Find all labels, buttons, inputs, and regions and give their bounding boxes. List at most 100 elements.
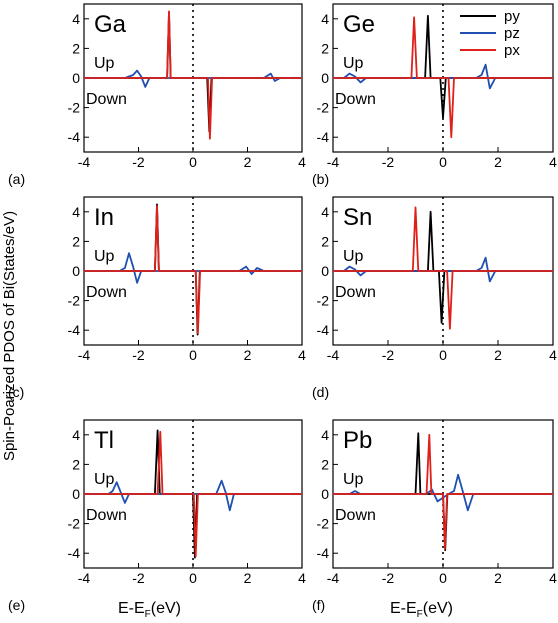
element-label: Ga <box>94 11 127 38</box>
panel-ga: -4 -2 0 2 4 -4 -2 0 2 4 Ga Up Down (a) <box>8 3 306 187</box>
down-label: Down <box>86 284 127 301</box>
x-tick-label: -4 <box>327 154 340 170</box>
x-tick-label: -2 <box>132 154 145 170</box>
panel-letter: (d) <box>312 384 329 400</box>
svg-text:E-EF(eV): E-EF(eV) <box>390 600 453 620</box>
x-tick-label: -4 <box>327 347 340 363</box>
panel-letter: (c) <box>8 384 24 400</box>
element-label: In <box>94 204 114 231</box>
y-tick-label: -2 <box>317 100 330 116</box>
y-tick-label: 4 <box>321 427 329 443</box>
panel-tl: -4 -2 0 2 4 -4 -2 0 2 4 Tl Up Down (e) <box>8 419 306 613</box>
x-tick-label: 4 <box>298 347 306 363</box>
x-tick-label: -2 <box>382 347 395 363</box>
y-tick-label: -4 <box>317 129 330 145</box>
down-label: Down <box>86 91 127 108</box>
series-px-line <box>333 433 553 550</box>
x-tick-label: 4 <box>549 154 557 170</box>
x-tick-label: 2 <box>244 154 252 170</box>
element-label: Ge <box>343 11 375 38</box>
panel-ge: -4 -2 0 2 4 -4 -2 0 2 4 Ge Up Down (b) <box>312 3 557 187</box>
down-label: Down <box>335 284 376 301</box>
y-tick-label: 0 <box>72 70 80 86</box>
y-tick-label: -4 <box>68 545 81 561</box>
x-axis-label-main: E-E <box>118 600 145 617</box>
x-tick-label: 0 <box>439 570 447 586</box>
y-tick-label: 4 <box>321 204 329 220</box>
x-tick-label: 0 <box>189 570 197 586</box>
y-tick-label: 4 <box>72 11 80 27</box>
x-tick-label: -2 <box>132 570 145 586</box>
y-tick-label: 0 <box>72 263 80 279</box>
up-label: Up <box>94 55 115 72</box>
y-tick-label: -4 <box>68 129 81 145</box>
y-tick-label: -2 <box>317 293 330 309</box>
element-label: Sn <box>343 204 372 231</box>
panel-in: -4 -2 0 2 4 -4 -2 0 2 4 In Up Down (c) <box>8 196 306 400</box>
y-tick-label: -4 <box>317 322 330 338</box>
y-tick-label: -2 <box>68 293 81 309</box>
y-tick-label: -4 <box>317 545 330 561</box>
x-tick-label: 4 <box>298 154 306 170</box>
y-tick-label: 0 <box>72 486 80 502</box>
panel-letter: (e) <box>8 597 25 613</box>
x-axis-label-unit: (eV) <box>151 600 181 617</box>
legend-label-px: px <box>504 42 520 59</box>
y-tick-label: -2 <box>317 516 330 532</box>
x-tick-label: 2 <box>244 347 252 363</box>
x-axis-label-sub: F <box>417 609 423 620</box>
series-px-line <box>333 206 553 330</box>
y-tick-label: -4 <box>68 322 81 338</box>
x-tick-label: 2 <box>494 347 502 363</box>
series-px-line <box>84 10 302 140</box>
y-tick-label: 2 <box>72 233 80 249</box>
y-tick-label: -2 <box>68 516 81 532</box>
x-tick-label: -4 <box>78 347 91 363</box>
up-label: Up <box>343 248 364 265</box>
series-px-line <box>84 430 302 558</box>
x-tick-label: 2 <box>494 154 502 170</box>
x-tick-label: -2 <box>382 570 395 586</box>
y-tick-label: 2 <box>321 233 329 249</box>
x-tick-label: 2 <box>494 570 502 586</box>
x-tick-label: -4 <box>78 570 91 586</box>
up-label: Up <box>94 248 115 265</box>
y-axis-label: Spin-Poarized PDOS of Bi(States/eV) <box>1 211 18 461</box>
panel-letter: (b) <box>312 171 329 187</box>
x-tick-label: 0 <box>439 347 447 363</box>
element-label: Tl <box>94 427 114 454</box>
x-tick-label: 4 <box>298 570 306 586</box>
element-label: Pb <box>343 427 372 454</box>
x-axis-label-left: E-EF(eV) <box>118 600 181 620</box>
up-label: Up <box>343 471 364 488</box>
x-axis-label-unit: (eV) <box>423 600 453 617</box>
x-tick-label: 0 <box>189 154 197 170</box>
series-px-line <box>333 16 553 139</box>
y-tick-label: 2 <box>321 40 329 56</box>
x-tick-label: 4 <box>549 347 557 363</box>
x-tick-label: -4 <box>78 154 91 170</box>
x-axis-label-main: E-E <box>390 600 417 617</box>
x-axis-label-right: E-EF(eV) <box>390 600 453 620</box>
y-tick-label: 4 <box>321 11 329 27</box>
x-tick-label: -2 <box>382 154 395 170</box>
legend-label-py: py <box>504 8 520 25</box>
y-tick-label: 2 <box>72 40 80 56</box>
y-tick-label: 0 <box>321 263 329 279</box>
y-tick-label: 4 <box>72 204 80 220</box>
up-label: Up <box>343 55 364 72</box>
panel-pb: -4 -2 0 2 4 -4 -2 0 2 4 Pb Up Down (f) <box>312 419 557 613</box>
down-label: Down <box>86 507 127 524</box>
panel-letter: (f) <box>312 597 325 613</box>
down-label: Down <box>335 507 376 524</box>
x-tick-label: 0 <box>439 154 447 170</box>
x-tick-label: 0 <box>189 347 197 363</box>
x-tick-label: -4 <box>327 570 340 586</box>
legend-label-pz: pz <box>504 25 520 42</box>
x-tick-label: -2 <box>132 347 145 363</box>
up-label: Up <box>94 471 115 488</box>
y-tick-label: -2 <box>68 100 81 116</box>
